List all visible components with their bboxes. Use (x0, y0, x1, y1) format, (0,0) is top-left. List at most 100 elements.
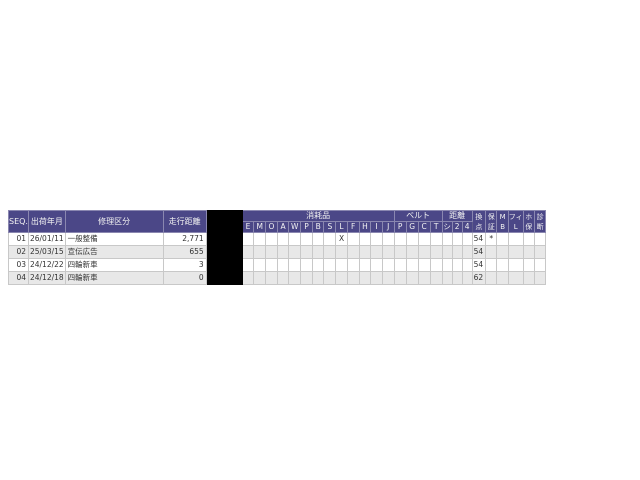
consumables-mark-cell (335, 258, 348, 272)
consumables-mark-cell (253, 245, 267, 259)
distance-mark-cell (451, 271, 463, 285)
belt-mark-cell (405, 258, 419, 272)
consumables-mark-cell (265, 232, 278, 246)
warranty-cell (485, 258, 498, 272)
consumables-mark-cell (346, 258, 360, 272)
col-header-consumables-9: L (335, 221, 348, 233)
seq-cell: 02 (8, 245, 29, 259)
belt-mark-cell (417, 258, 431, 272)
consumables-mark-cell (241, 232, 255, 246)
mb-cell (496, 271, 509, 285)
col-header-ship-date: 出荷年月 (27, 210, 66, 233)
consumables-mark-cell (241, 245, 255, 259)
ho-cell (522, 232, 535, 246)
col-header-belt-4: T (429, 221, 443, 233)
col-header-belt-3: C (417, 221, 431, 233)
col-header-diagnosis: 診 断 (533, 210, 547, 233)
fil-cell (507, 258, 524, 272)
col-header-distance-2: 2 (451, 221, 463, 233)
distance-mark-cell (441, 258, 453, 272)
consumables-mark-cell (276, 271, 290, 285)
distance-mark-cell (441, 271, 453, 285)
consumables-mark-cell (288, 258, 302, 272)
consumables-mark-cell (288, 245, 302, 259)
consumables-mark-cell (300, 271, 313, 285)
belt-mark-cell (405, 232, 419, 246)
consumables-mark-cell (311, 258, 325, 272)
col-header-fil-line2: L (513, 222, 518, 231)
seq-cell: 03 (8, 258, 29, 272)
repair-category-cell: 一般整備 (64, 232, 164, 246)
consumables-mark-cell (253, 271, 267, 285)
table-row: 02 25/03/15 宣伝広告 655 54 (8, 245, 547, 259)
belt-mark-cell (429, 232, 443, 246)
consumables-mark-cell (323, 271, 337, 285)
distance-mark-cell (451, 245, 463, 259)
group-header-consumables: 消耗品 (241, 210, 395, 222)
mb-cell (496, 245, 509, 259)
col-header-points-line1: 換 (475, 212, 483, 221)
consumables-mark-cell (323, 232, 337, 246)
fil-cell (507, 245, 524, 259)
header-group-row: SEQ. 出荷年月 修理区分 走行距離 消耗品 ベルト 距離 換 点 保 証 M (8, 210, 547, 233)
mileage-cell: 2,771 (162, 232, 207, 246)
group-header-distance: 距離 (441, 210, 473, 222)
col-header-points-line2: 点 (475, 222, 483, 231)
seq-cell: 04 (8, 271, 29, 285)
consumables-mark-cell (358, 258, 372, 272)
warranty-cell (485, 245, 498, 259)
distance-mark-cell (451, 258, 463, 272)
ho-cell (522, 245, 535, 259)
consumables-mark-cell (300, 258, 313, 272)
distance-mark-cell (451, 232, 463, 246)
consumables-mark-cell (346, 232, 360, 246)
consumables-mark-cell (370, 245, 383, 259)
maintenance-history-table: SEQ. 出荷年月 修理区分 走行距離 消耗品 ベルト 距離 換 点 保 証 M (8, 210, 547, 285)
consumables-mark-cell (276, 232, 290, 246)
points-cell: 54 (471, 232, 487, 246)
col-header-consumables-11: H (358, 221, 372, 233)
col-header-consumables-3: O (265, 221, 278, 233)
consumables-mark-cell (370, 258, 383, 272)
mileage-cell: 655 (162, 245, 207, 259)
ship-date-cell: 24/12/18 (27, 271, 66, 285)
fil-cell (507, 271, 524, 285)
col-header-distance-3: 4 (461, 221, 473, 233)
table-row: 04 24/12/18 四輪新車 0 62 (8, 271, 547, 285)
ship-date-cell: 25/03/15 (27, 245, 66, 259)
consumables-mark-cell (311, 271, 325, 285)
warranty-cell: * (485, 232, 498, 246)
col-header-warranty-line1: 保 (487, 212, 495, 221)
consumables-mark-cell (381, 258, 395, 272)
table-row: 01 26/01/11 一般整備 2,771 X 54 * (8, 232, 547, 246)
mb-cell (496, 258, 509, 272)
consumables-mark-cell (265, 245, 278, 259)
col-header-consumables-2: M (253, 221, 267, 233)
seq-cell: 01 (8, 232, 29, 246)
consumables-mark-cell (358, 245, 372, 259)
col-header-consumables-6: P (300, 221, 313, 233)
consumables-mark-cell (358, 232, 372, 246)
consumables-mark-cell (300, 232, 313, 246)
group-header-belt: ベルト (393, 210, 443, 222)
col-header-diagnosis-line2: 断 (536, 222, 544, 231)
warranty-cell (485, 271, 498, 285)
consumables-mark-cell (300, 245, 313, 259)
col-header-fil-line1: フィ (508, 212, 523, 221)
col-header-ho-line1: ホ (525, 212, 533, 221)
col-header-ho-line2: 保 (525, 222, 533, 231)
belt-mark-cell (429, 258, 443, 272)
col-header-consumables-4: A (276, 221, 290, 233)
col-header-distance-1: シ (441, 221, 453, 233)
consumables-mark-cell (241, 258, 255, 272)
consumables-mark-cell (370, 232, 383, 246)
repair-category-cell: 四輪新車 (64, 258, 164, 272)
diagnosis-cell (533, 232, 547, 246)
consumables-mark-cell (323, 258, 337, 272)
consumables-mark-cell (265, 258, 278, 272)
belt-mark-cell (417, 232, 431, 246)
col-header-warranty: 保 証 (485, 210, 498, 233)
consumables-mark-cell (346, 271, 360, 285)
redacted-cell (205, 271, 243, 285)
ship-date-cell: 24/12/22 (27, 258, 66, 272)
